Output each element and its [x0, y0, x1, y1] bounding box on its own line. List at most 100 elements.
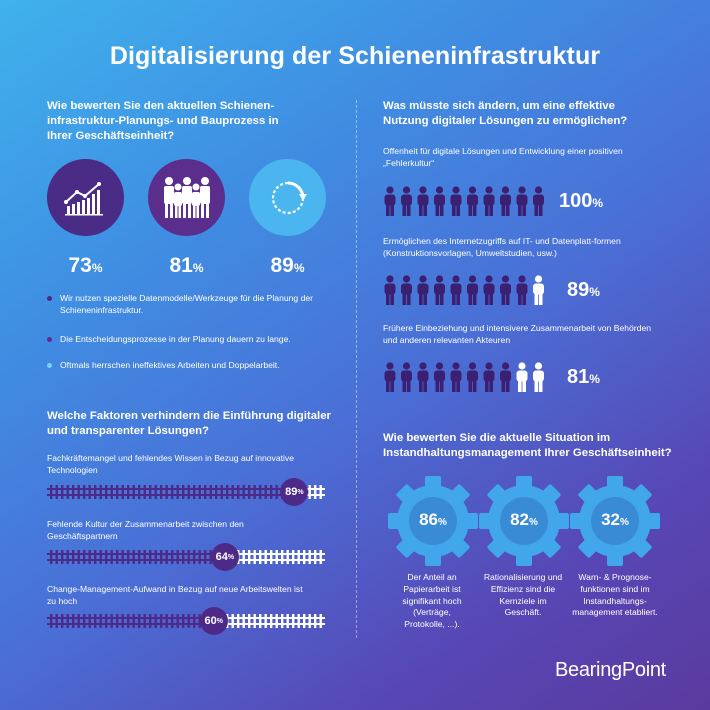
- person-icon: [483, 275, 495, 305]
- rail-tie: [138, 614, 141, 628]
- rail-tie: [66, 614, 69, 628]
- rail-empty: [213, 617, 325, 619]
- rail-tie: [248, 550, 251, 564]
- need-value-1: 100%: [559, 190, 604, 212]
- rail-tie: [193, 614, 196, 628]
- factor-value-badge: 60%: [199, 607, 228, 635]
- rail-tie: [270, 614, 273, 628]
- gear-text-3: Warn- & Prognose-funktionen sind im Inst…: [572, 572, 658, 618]
- rail-tie: [149, 485, 152, 499]
- rail-tie: [72, 485, 75, 499]
- rail-tie: [292, 550, 295, 564]
- question-needed-changes: Was müsste sich ändern, um eine effektiv…: [383, 100, 628, 127]
- legend-label: Wir nutzen spezielle Datenmodelle/Werkze…: [60, 293, 314, 315]
- person-icon: [434, 275, 445, 305]
- rail-tie: [154, 614, 157, 628]
- rail-tie: [160, 485, 163, 499]
- chart-growth-icon: [63, 181, 103, 215]
- factor-label-2: Fehlende Kultur der Zusammenarbeit zwisc…: [47, 519, 244, 541]
- rail-tie: [116, 614, 119, 628]
- question-maintenance: Wie bewerten Sie die aktuelle Situation …: [383, 432, 672, 459]
- rail-tie: [160, 614, 163, 628]
- gear-text-1: Der Anteil an Papierarbeit ist signifika…: [402, 572, 462, 630]
- rail-tie: [281, 614, 284, 628]
- rail-tie: [143, 550, 146, 564]
- people-row-1: [383, 186, 553, 216]
- rail-tie: [99, 550, 102, 564]
- rail-tie: [237, 485, 240, 499]
- legend-dot: [47, 296, 52, 301]
- rail-tie: [171, 485, 174, 499]
- people-icons: [384, 362, 544, 392]
- rail-tie: [61, 614, 64, 628]
- person-icon: [500, 362, 511, 392]
- rail-tie: [83, 614, 86, 628]
- person-icon: [384, 275, 396, 305]
- stat-value-1: 73%: [68, 254, 103, 277]
- rail-tie: [237, 614, 240, 628]
- rail-tie: [105, 485, 108, 499]
- person-icon: [384, 186, 396, 216]
- person-icon: [467, 275, 478, 305]
- rail-tie: [286, 614, 289, 628]
- rail-tie: [297, 550, 300, 564]
- rail-tie: [204, 485, 207, 499]
- rail-tie: [308, 550, 311, 564]
- rail-tie: [242, 550, 245, 564]
- rail-tie: [275, 550, 278, 564]
- rail-tie: [275, 614, 278, 628]
- legend-label: Die Entscheidungsprozesse in der Planung…: [60, 334, 291, 344]
- rail-tie: [264, 485, 267, 499]
- factor-label-1: Fachkräftemangel und fehlendes Wissen in…: [47, 453, 294, 475]
- rail-track: [47, 614, 325, 628]
- gear-value-3: 32%: [601, 510, 629, 529]
- rail-tie: [259, 550, 262, 564]
- factor-track-1: 89%: [47, 478, 325, 506]
- person-icon: [450, 362, 462, 392]
- rail-tie: [215, 485, 218, 499]
- people-icons: [384, 275, 544, 305]
- rail-tie: [248, 485, 251, 499]
- need-label-2: Ermöglichen des Internetzugriffs auf IT-…: [383, 236, 621, 258]
- rail-empty: [294, 488, 325, 490]
- stat-value-2: 81%: [169, 254, 204, 277]
- rail-tie: [187, 485, 190, 499]
- gear-value-2: 82%: [510, 510, 538, 529]
- rail-empty: [294, 494, 325, 496]
- rail-tie: [292, 614, 295, 628]
- rail-empty: [213, 623, 325, 625]
- person-icon: [417, 275, 429, 305]
- person-icon: [401, 362, 412, 392]
- rail-filled: [47, 559, 225, 561]
- rail-tie: [127, 614, 130, 628]
- page-title: Digitalisierung der Schieneninfrastruktu…: [109, 42, 601, 70]
- rail-tie: [231, 485, 234, 499]
- rail-tie: [121, 485, 124, 499]
- rail-filled: [47, 553, 225, 555]
- rail-empty: [224, 559, 325, 561]
- stat-value-3: 89%: [270, 254, 305, 277]
- rail-tie: [99, 485, 102, 499]
- factor-track-3: 60%: [47, 607, 325, 635]
- need-label-1: Offenheit für digitale Lösungen und Entw…: [383, 146, 623, 168]
- rail-tie: [264, 550, 267, 564]
- rail-tie: [66, 550, 69, 564]
- rail-tie: [281, 550, 284, 564]
- person-icon: [483, 362, 495, 392]
- rail-tie: [55, 485, 58, 499]
- rail-tie: [94, 550, 97, 564]
- brand-logo: BearingPoint: [555, 659, 666, 681]
- rail-tie: [314, 550, 317, 564]
- need-value-3: 81%: [567, 366, 600, 388]
- person-icon: [467, 186, 478, 216]
- rail-tie: [270, 550, 273, 564]
- rail-tie: [77, 550, 80, 564]
- rail-tie: [176, 485, 179, 499]
- person-icon: [417, 186, 429, 216]
- rail-tie: [253, 614, 256, 628]
- rail-tie: [121, 550, 124, 564]
- rail-tie: [242, 485, 245, 499]
- person-icon: [483, 186, 495, 216]
- rail-tie: [303, 550, 306, 564]
- rail-tie: [143, 614, 146, 628]
